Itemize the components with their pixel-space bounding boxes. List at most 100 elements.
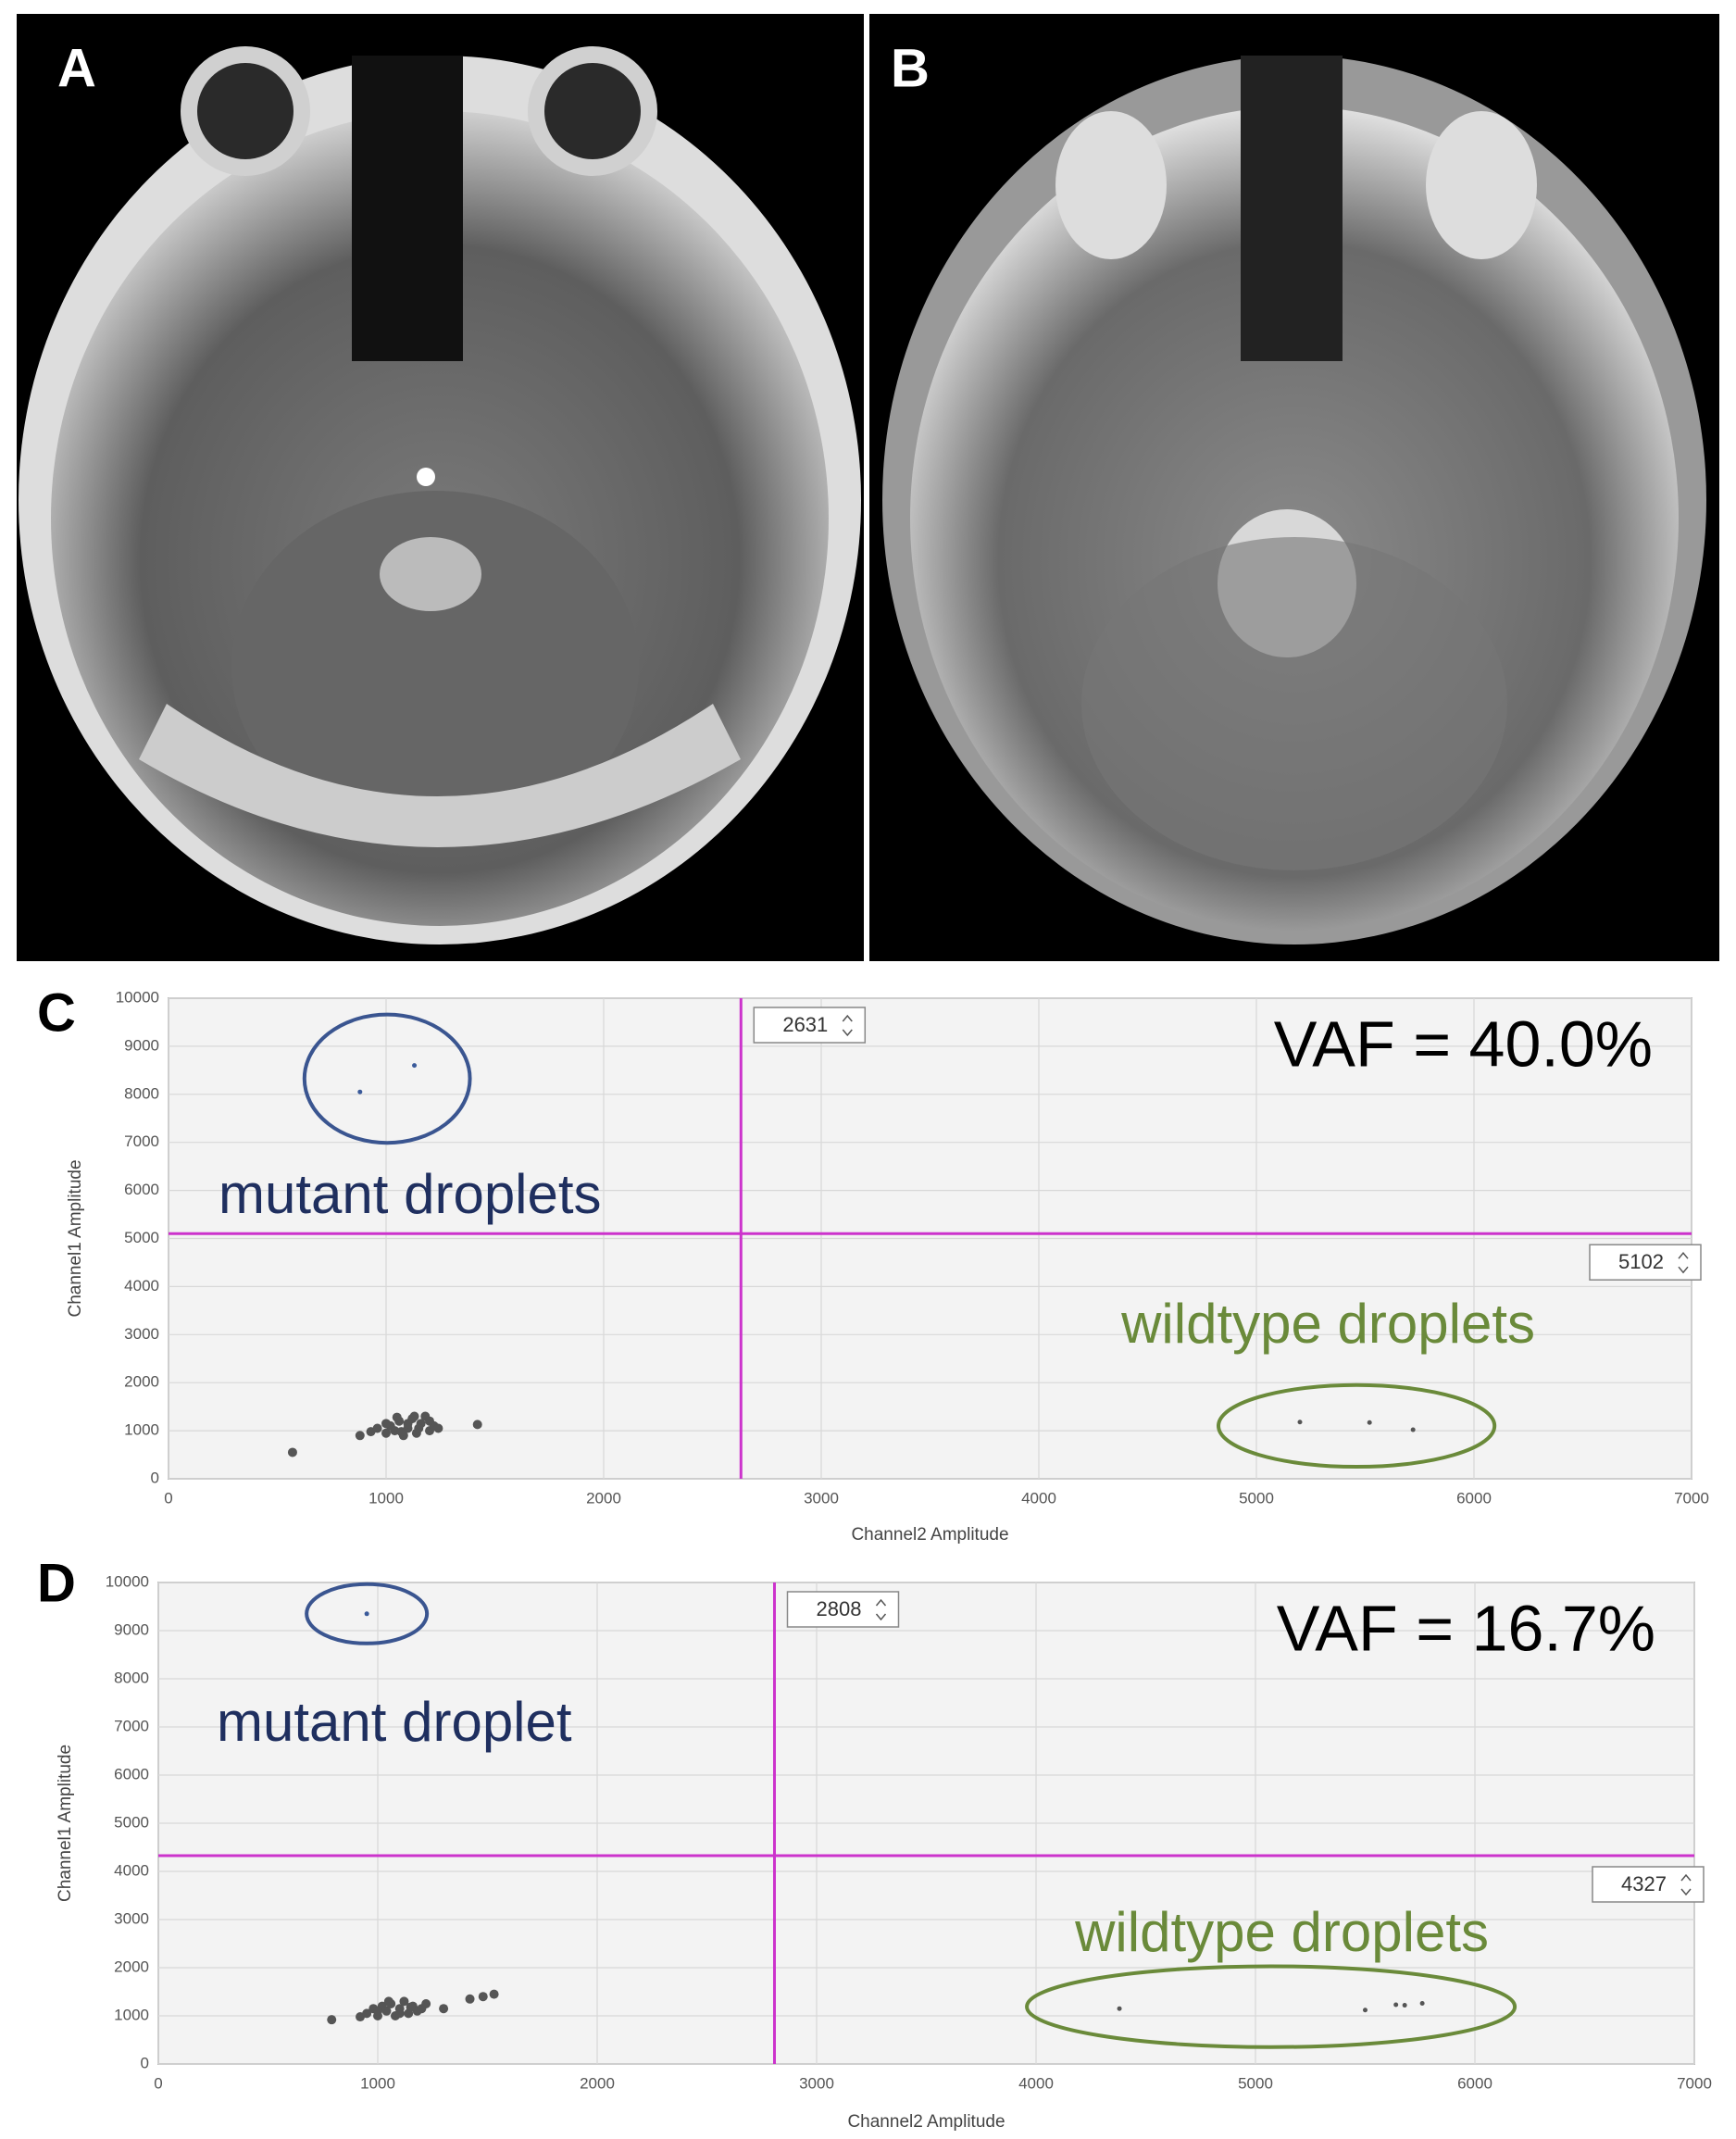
group-label: wildtype droplets bbox=[1120, 1293, 1535, 1355]
droplet bbox=[1419, 2000, 1425, 2006]
x-tick-label: 5000 bbox=[1238, 2074, 1273, 2092]
droplet bbox=[465, 1994, 475, 2004]
mri-panel-b: B bbox=[869, 14, 1719, 961]
group-circle bbox=[305, 1582, 430, 1645]
droplet bbox=[396, 1427, 406, 1437]
panel-label: C bbox=[37, 982, 76, 1043]
threshold-value: 5102 bbox=[1618, 1250, 1664, 1273]
group-label: mutant droplets bbox=[219, 1163, 602, 1225]
y-tick-label: 9000 bbox=[124, 1036, 159, 1054]
scatter-chart: 0 1000 2000 3000 4000 5000 6000 7000 0 1000 2000 30… bbox=[37, 1553, 1712, 2132]
droplet bbox=[1363, 2008, 1368, 2013]
y-tick-label: 3000 bbox=[114, 1909, 149, 1927]
spinner bbox=[1678, 1252, 1689, 1274]
y-tick-label: 9000 bbox=[114, 1620, 149, 1638]
y-tick-label: 1000 bbox=[124, 1421, 159, 1439]
y-tick-label: 7000 bbox=[124, 1132, 159, 1150]
x-axis-label: Channel2 Amplitude bbox=[851, 1525, 1008, 1545]
panel-label: D bbox=[37, 1553, 76, 1613]
vaf-annotation: VAF = 16.7% bbox=[1277, 1592, 1655, 1664]
group-label: wildtype droplets bbox=[1074, 1901, 1489, 1963]
droplet bbox=[421, 1999, 431, 2008]
y-tick-label: 8000 bbox=[114, 1669, 149, 1686]
threshold-box bbox=[786, 1591, 900, 1628]
droplet bbox=[439, 2004, 449, 2014]
droplet bbox=[394, 2008, 405, 2019]
y-tick-label: 7000 bbox=[114, 1717, 149, 1734]
droplet bbox=[489, 1989, 499, 1999]
droplet bbox=[355, 1431, 365, 1441]
spinner bbox=[1680, 1873, 1692, 1896]
x-tick-label: 7000 bbox=[1677, 2074, 1712, 2092]
droplet bbox=[381, 2006, 392, 2016]
droplet bbox=[362, 2008, 372, 2019]
x-tick-label: 5000 bbox=[1239, 1489, 1274, 1507]
threshold-box bbox=[1592, 1866, 1705, 1903]
droplet bbox=[287, 1447, 297, 1457]
droplet bbox=[403, 1419, 413, 1429]
droplet bbox=[472, 1420, 482, 1430]
threshold-value: 2631 bbox=[782, 1013, 828, 1036]
y-tick-label: 6000 bbox=[124, 1181, 159, 1198]
x-tick-label: 2000 bbox=[586, 1489, 621, 1507]
x-tick-label: 3000 bbox=[804, 1489, 839, 1507]
droplet bbox=[1393, 2002, 1399, 2008]
droplet bbox=[399, 1996, 409, 2007]
droplet bbox=[1117, 2006, 1122, 2011]
x-tick-label: 1000 bbox=[368, 1489, 404, 1507]
threshold-value: 2808 bbox=[817, 1597, 862, 1620]
droplet bbox=[406, 2002, 416, 2012]
droplet bbox=[1402, 2003, 1407, 2008]
droplet bbox=[357, 1089, 363, 1095]
group-circle bbox=[1025, 1964, 1517, 2049]
y-axis-label: Channel1 Amplitude bbox=[56, 1745, 75, 1902]
group-label: mutant droplet bbox=[217, 1691, 572, 1753]
scatter-chart: 0 1000 2000 3000 4000 5000 6000 7000 0 1000 2000 30… bbox=[37, 982, 1709, 1545]
droplet bbox=[364, 1611, 369, 1617]
x-tick-label: 6000 bbox=[1457, 2074, 1492, 2092]
threshold-value: 4327 bbox=[1621, 1872, 1667, 1895]
y-tick-label: 2000 bbox=[114, 1958, 149, 1975]
y-tick-label: 4000 bbox=[124, 1277, 159, 1295]
x-tick-label: 4000 bbox=[1018, 2074, 1054, 2092]
droplet bbox=[478, 1992, 488, 2002]
x-tick-label: 2000 bbox=[580, 2074, 615, 2092]
droplet bbox=[1410, 1427, 1416, 1432]
droplet bbox=[409, 1411, 419, 1421]
droplet bbox=[412, 1063, 418, 1069]
x-tick-label: 4000 bbox=[1021, 1489, 1056, 1507]
group-circle bbox=[1217, 1382, 1497, 1470]
y-tick-label: 3000 bbox=[124, 1325, 159, 1343]
x-tick-label: 6000 bbox=[1456, 1489, 1492, 1507]
y-tick-label: 10000 bbox=[116, 988, 159, 1006]
y-tick-label: 1000 bbox=[114, 2006, 149, 2023]
y-tick-label: 6000 bbox=[114, 1765, 149, 1782]
threshold-box bbox=[753, 1007, 867, 1044]
droplet bbox=[327, 2015, 337, 2025]
y-tick-label: 4000 bbox=[114, 1861, 149, 1879]
x-tick-label: 1000 bbox=[360, 2074, 395, 2092]
y-tick-label: 0 bbox=[141, 2054, 149, 2071]
group-circle bbox=[302, 1012, 472, 1145]
droplet bbox=[392, 1412, 402, 1422]
droplet bbox=[383, 1996, 393, 2007]
y-tick-label: 8000 bbox=[124, 1084, 159, 1102]
droplet bbox=[381, 1419, 391, 1429]
spinner bbox=[842, 1014, 853, 1037]
spinner bbox=[875, 1598, 887, 1621]
droplet bbox=[414, 1423, 424, 1433]
panel-label: B bbox=[891, 38, 930, 98]
droplet bbox=[372, 1423, 382, 1433]
panel-label: A bbox=[57, 38, 96, 98]
droplet bbox=[1297, 1420, 1303, 1425]
vaf-annotation: VAF = 40.0% bbox=[1274, 1007, 1653, 1080]
x-axis-label: Channel2 Amplitude bbox=[847, 2112, 1005, 2132]
y-tick-label: 0 bbox=[151, 1469, 159, 1486]
x-tick-label: 3000 bbox=[799, 2074, 834, 2092]
y-tick-label: 10000 bbox=[106, 1572, 149, 1590]
x-tick-label: 0 bbox=[154, 2074, 162, 2092]
droplet bbox=[381, 1428, 391, 1438]
x-tick-label: 7000 bbox=[1674, 1489, 1709, 1507]
droplet bbox=[433, 1423, 443, 1433]
